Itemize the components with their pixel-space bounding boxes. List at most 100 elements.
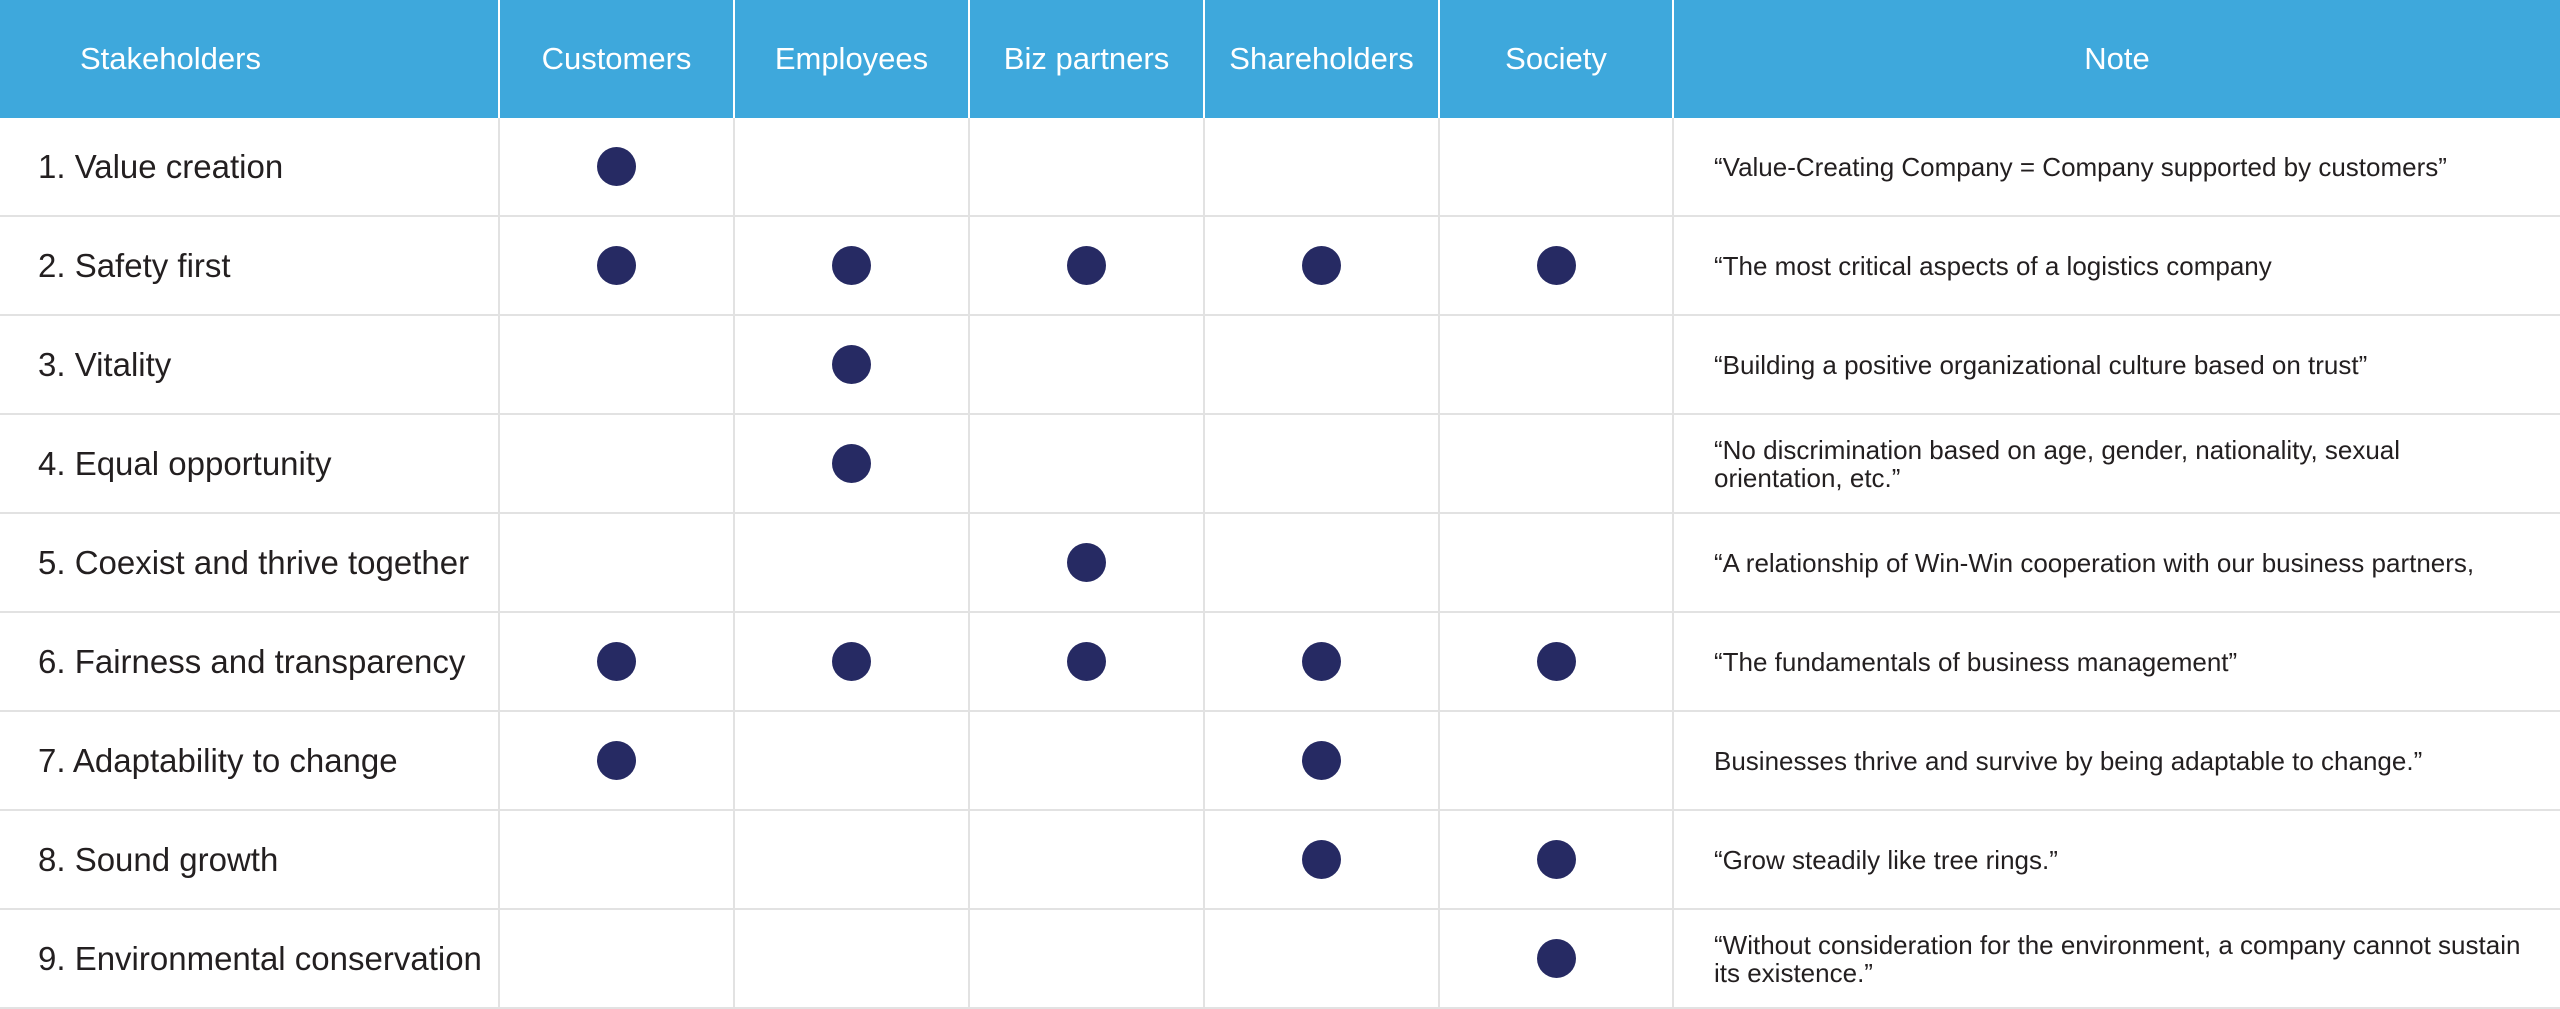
row-note: “Grow steadily like tree rings.”	[1673, 810, 2560, 910]
cell-biz-partners	[969, 118, 1205, 217]
header-shareholders: Shareholders	[1204, 0, 1440, 118]
cell-customers	[499, 216, 735, 316]
header-biz-partners: Biz partners	[969, 0, 1205, 118]
cell-customers	[499, 810, 735, 910]
matrix-body: 1. Value creation “Value-Creating Company…	[0, 118, 2560, 1009]
row-label: 8. Sound growth	[0, 810, 500, 910]
table-row: 4. Equal opportunity “No discrimination b…	[0, 414, 2560, 514]
row-note: “Value-Creating Company = Company suppor…	[1673, 118, 2560, 217]
cell-society	[1439, 909, 1674, 1009]
mark-dot	[1536, 642, 1576, 681]
mark-dot	[597, 642, 636, 681]
cell-biz-partners	[969, 216, 1205, 316]
header-row: Stakeholders Customers Employees Biz par…	[0, 0, 2560, 118]
cell-employees	[734, 414, 970, 514]
cell-employees	[734, 711, 970, 811]
cell-society	[1439, 711, 1674, 811]
row-label: 1. Value creation	[0, 118, 500, 217]
row-label: 7. Adaptability to change	[0, 711, 500, 811]
cell-employees	[734, 216, 970, 316]
row-label: 6. Fairness and transparency	[0, 612, 500, 712]
cell-biz-partners	[969, 315, 1205, 415]
cell-society	[1439, 414, 1674, 514]
mark-dot	[1302, 741, 1341, 780]
cell-customers	[499, 711, 735, 811]
cell-employees	[734, 612, 970, 712]
row-note: Businesses thrive and survive by being a…	[1673, 711, 2560, 811]
row-note: “A relationship of Win-Win cooperation w…	[1673, 513, 2560, 613]
row-note: “Building a positive organizational cult…	[1673, 315, 2560, 415]
cell-biz-partners	[969, 711, 1205, 811]
header-customers: Customers	[499, 0, 735, 118]
cell-shareholders	[1204, 711, 1440, 811]
mark-dot	[1067, 642, 1106, 681]
header-note: Note	[1673, 0, 2560, 118]
cell-customers	[499, 513, 735, 613]
row-label: 9. Environmental conservation	[0, 909, 500, 1009]
mark-dot	[1067, 543, 1106, 582]
cell-shareholders	[1204, 810, 1440, 910]
cell-employees	[734, 118, 970, 217]
cell-employees	[734, 810, 970, 910]
cell-biz-partners	[969, 909, 1205, 1009]
header-stakeholders: Stakeholders	[0, 0, 500, 118]
table-row: 8. Sound growth “Grow steadily like tree …	[0, 810, 2560, 910]
table-row: 5. Coexist and thrive together “A relatio…	[0, 513, 2560, 613]
mark-dot	[1536, 246, 1576, 285]
cell-shareholders	[1204, 414, 1440, 514]
cell-society	[1439, 513, 1674, 613]
cell-shareholders	[1204, 118, 1440, 217]
table-row: 2. Safety first “The most critical aspect…	[0, 216, 2560, 316]
mark-dot	[1536, 840, 1576, 879]
cell-shareholders	[1204, 513, 1440, 613]
cell-society	[1439, 216, 1674, 316]
cell-employees	[734, 513, 970, 613]
table-row: 7. Adaptability to change Businesses thri…	[0, 711, 2560, 811]
cell-employees	[734, 315, 970, 415]
mark-dot	[1302, 840, 1341, 879]
row-note: “No discrimination based on age, gender,…	[1673, 414, 2560, 514]
mark-dot	[1067, 246, 1106, 285]
row-label: 4. Equal opportunity	[0, 414, 500, 514]
mark-dot	[832, 444, 871, 483]
cell-society	[1439, 612, 1674, 712]
row-label: 2. Safety first	[0, 216, 500, 316]
row-note: “The fundamentals of business management…	[1673, 612, 2560, 712]
cell-society	[1439, 810, 1674, 910]
cell-customers	[499, 612, 735, 712]
mark-dot	[1536, 939, 1576, 978]
mark-dot	[832, 345, 871, 384]
cell-customers	[499, 909, 735, 1009]
cell-customers	[499, 118, 735, 217]
table-row: 9. Environmental conservation “Without co…	[0, 909, 2560, 1009]
row-label: 5. Coexist and thrive together	[0, 513, 500, 613]
mark-dot	[832, 642, 871, 681]
row-note: “Without consideration for the environme…	[1673, 909, 2560, 1009]
cell-customers	[499, 414, 735, 514]
cell-biz-partners	[969, 810, 1205, 910]
cell-shareholders	[1204, 216, 1440, 316]
cell-society	[1439, 118, 1674, 217]
mark-dot	[1302, 246, 1341, 285]
header-society: Society	[1439, 0, 1674, 118]
cell-biz-partners	[969, 612, 1205, 712]
cell-customers	[499, 315, 735, 415]
cell-employees	[734, 909, 970, 1009]
cell-society	[1439, 315, 1674, 415]
cell-shareholders	[1204, 612, 1440, 712]
cell-shareholders	[1204, 909, 1440, 1009]
row-label: 3. Vitality	[0, 315, 500, 415]
table-row: 6. Fairness and transparency “The fundame…	[0, 612, 2560, 712]
row-note: “The most critical aspects of a logistic…	[1673, 216, 2560, 316]
mark-dot	[597, 741, 636, 780]
header-employees: Employees	[734, 0, 970, 118]
cell-biz-partners	[969, 513, 1205, 613]
cell-shareholders	[1204, 315, 1440, 415]
mark-dot	[832, 246, 871, 285]
mark-dot	[1302, 642, 1341, 681]
table-row: 3. Vitality “Building a positive organiza…	[0, 315, 2560, 415]
mark-dot	[597, 246, 636, 285]
table-row: 1. Value creation “Value-Creating Company…	[0, 118, 2560, 217]
